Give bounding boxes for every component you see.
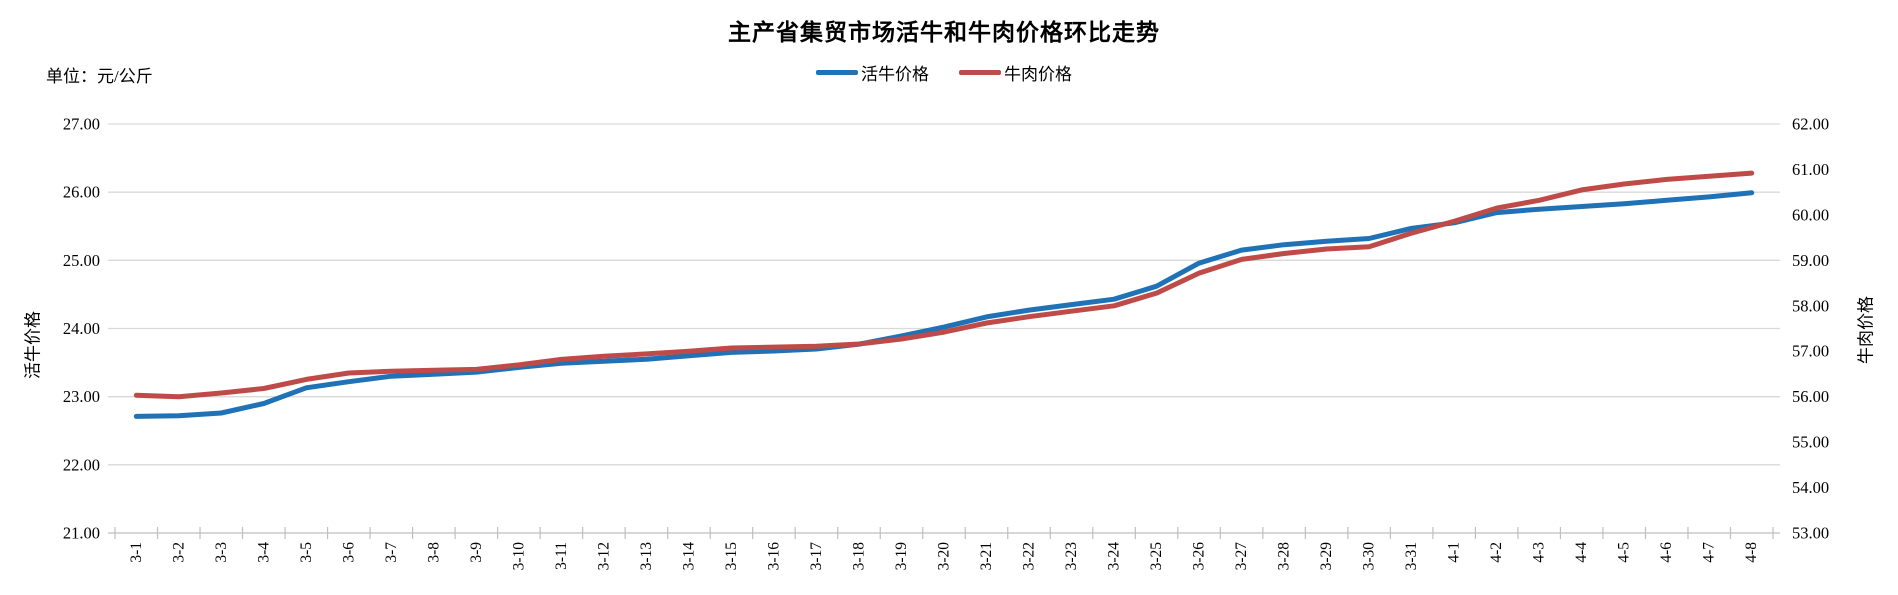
y-axis-tick-label-left: 25.00 <box>63 251 100 270</box>
x-axis-tick-label: 3-8 <box>425 542 442 563</box>
x-axis-tick-label: 3-13 <box>638 542 655 571</box>
x-axis-tick-label: 3-18 <box>850 542 867 571</box>
y-axis-tick-label-left: 26.00 <box>63 183 100 202</box>
x-axis-tick-label: 3-20 <box>936 542 953 571</box>
x-axis-tick-label: 3-12 <box>595 542 612 570</box>
x-axis-tick-label: 3-31 <box>1403 542 1420 570</box>
x-axis-tick-label: 4-4 <box>1573 542 1590 563</box>
x-axis-tick-label: 3-22 <box>1021 542 1038 570</box>
y-axis-tick-label-left: 21.00 <box>63 524 100 543</box>
y-axis-tick-label-right: 54.00 <box>1792 478 1829 497</box>
x-axis-tick-label: 4-2 <box>1488 542 1505 563</box>
x-axis-tick-label: 3-2 <box>170 542 187 563</box>
y-axis-tick-label-left: 22.00 <box>63 455 100 474</box>
y-axis-tick-label-right: 59.00 <box>1792 251 1829 270</box>
x-axis-tick-label: 3-4 <box>255 542 272 563</box>
x-axis-tick-label: 3-16 <box>765 542 782 571</box>
x-axis-tick-label: 3-15 <box>723 542 740 571</box>
y-axis-tick-label-left: 24.00 <box>63 319 100 338</box>
x-axis-tick-label: 3-28 <box>1276 542 1293 571</box>
x-axis-tick-label: 4-5 <box>1616 542 1633 563</box>
x-axis-tick-label: 3-1 <box>128 542 145 563</box>
x-axis-tick-label: 4-6 <box>1658 542 1675 563</box>
y-axis-tick-label-right: 55.00 <box>1792 433 1829 452</box>
x-axis-tick-label: 3-10 <box>510 542 527 571</box>
chart-legend: 活牛价格 牛肉价格 <box>115 60 1773 84</box>
x-axis-tick-label: 4-3 <box>1531 542 1548 563</box>
x-axis-tick-label: 3-3 <box>213 542 230 563</box>
chart-title: 主产省集贸市场活牛和牛肉价格环比走势 <box>728 20 1160 45</box>
x-axis-tick-label: 3-26 <box>1191 542 1208 571</box>
y-axis-tick-label-right: 53.00 <box>1792 524 1829 543</box>
unit-label: 单位：元/公斤 <box>46 67 153 86</box>
y-axis-tick-label-right: 60.00 <box>1792 205 1829 224</box>
y-axis-tick-label-right: 56.00 <box>1792 387 1829 406</box>
y-axis-tick-label-right: 62.00 <box>1792 115 1829 134</box>
series-line-beef <box>133 170 1755 400</box>
x-axis-tick-label: 3-14 <box>680 542 697 571</box>
x-axis-tick-label: 3-9 <box>468 542 485 563</box>
y-axis-tick-label-right: 57.00 <box>1792 342 1829 361</box>
x-axis-tick-label: 3-6 <box>340 542 357 563</box>
x-axis-tick-label: 3-30 <box>1361 542 1378 571</box>
x-axis-tick-label: 3-17 <box>808 542 825 571</box>
x-axis-tick-label: 3-23 <box>1063 542 1080 571</box>
x-axis-tick-label: 3-27 <box>1233 542 1250 571</box>
series-line-live-cattle <box>133 190 1755 419</box>
legend-line-icon <box>959 69 1001 75</box>
x-axis-tick-label: 4-8 <box>1743 542 1760 563</box>
y-axis-tick-label-left: 23.00 <box>63 387 100 406</box>
x-axis-tick-label: 3-24 <box>1106 542 1123 571</box>
y-axis-tick-label-right: 58.00 <box>1792 296 1829 315</box>
legend-label: 牛肉价格 <box>1004 64 1072 84</box>
x-axis-tick-label: 4-7 <box>1701 542 1718 563</box>
y-axis-tick-label-right: 61.00 <box>1792 160 1829 179</box>
x-axis-tick-label: 3-19 <box>893 542 910 571</box>
y-axis-tick-label-left: 27.00 <box>63 115 100 134</box>
x-axis-tick-label: 3-11 <box>553 542 570 570</box>
x-axis-tick-label: 3-29 <box>1318 542 1335 571</box>
legend-item-live-cattle: 活牛价格 <box>816 60 929 85</box>
legend-item-beef: 牛肉价格 <box>959 60 1072 85</box>
legend-label: 活牛价格 <box>861 64 929 84</box>
x-axis-tick-label: 3-25 <box>1148 542 1165 571</box>
x-axis-tick-label: 3-21 <box>978 542 995 570</box>
x-axis-tick-label: 3-5 <box>298 542 315 563</box>
x-axis-tick-label: 3-7 <box>383 542 400 563</box>
legend-line-icon <box>816 69 858 75</box>
x-axis-tick-label: 4-1 <box>1446 542 1463 563</box>
